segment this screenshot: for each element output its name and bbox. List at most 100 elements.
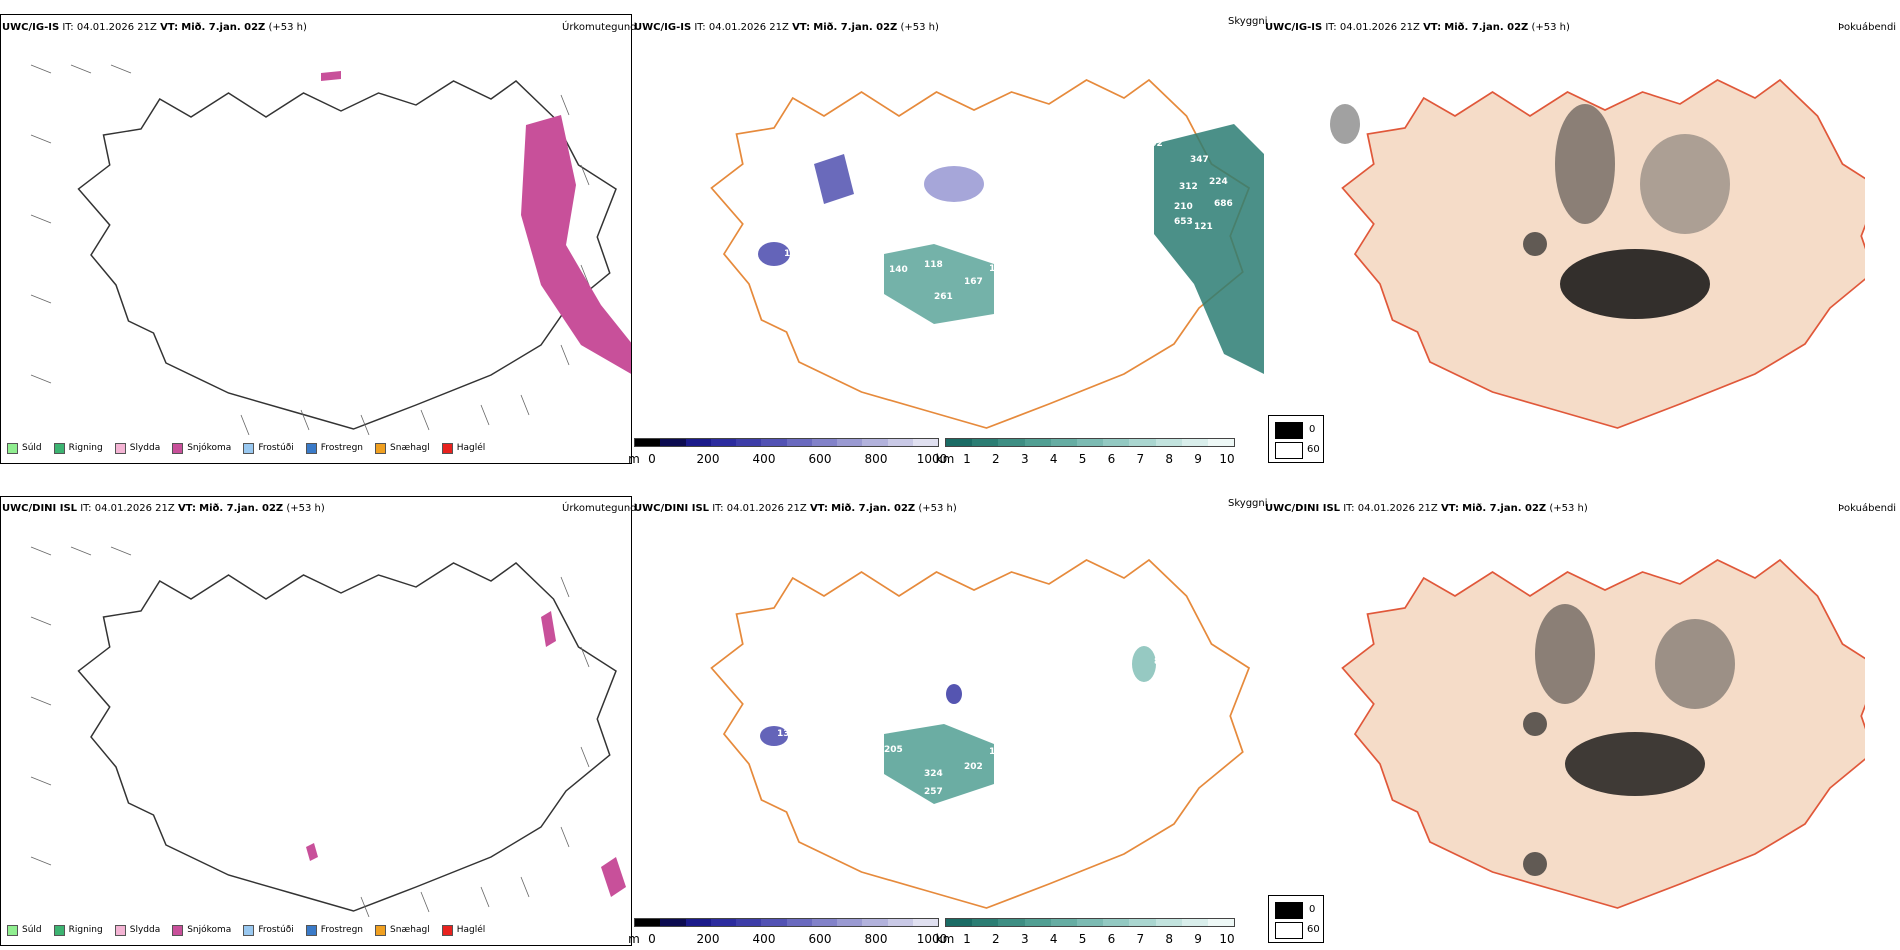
ceiling-value-label: 131 bbox=[989, 747, 1008, 757]
ceiling-value-label: 210 bbox=[1174, 202, 1193, 212]
colorbar-tick: 7 bbox=[1136, 452, 1145, 466]
legend-label: Frostregn bbox=[320, 443, 364, 453]
precip-legend-bottom: Súld Rigning Slydda Snjókoma Frostúði Frostre… bbox=[7, 922, 497, 938]
legend-swatch bbox=[114, 924, 126, 936]
colorbar-cell bbox=[1207, 439, 1235, 446]
ceiling-value-label: 17 bbox=[774, 875, 787, 885]
colorbar-cell bbox=[1076, 439, 1104, 446]
ceiling-value-label: 312 bbox=[1179, 182, 1198, 192]
ceiling-value-label: 17 bbox=[774, 387, 787, 397]
colorbar-tick: 6 bbox=[1107, 452, 1116, 466]
colorbar-cell bbox=[998, 919, 1025, 926]
colorbar-cell bbox=[1155, 919, 1182, 926]
title-visibility-top: Skyggni bbox=[1228, 16, 1268, 27]
ceiling-value-label: 324 bbox=[924, 769, 943, 779]
colorbar-tick: 1 bbox=[963, 932, 971, 946]
colorbar-cell bbox=[1129, 919, 1156, 926]
colorbar-cell bbox=[1181, 919, 1208, 926]
colorbar-cell bbox=[710, 919, 736, 926]
title-fog-bottom: Þokuábendi bbox=[1838, 503, 1897, 514]
legend-item: Rigning bbox=[53, 442, 103, 454]
legend-swatch bbox=[172, 924, 184, 936]
legend-item: Snjókoma bbox=[172, 442, 231, 454]
legend-label: Snæhagl bbox=[390, 443, 430, 453]
colorbar-cell bbox=[998, 439, 1025, 446]
legend-label: Frostúði bbox=[258, 925, 294, 935]
ceiling-colorbar-bottom: m 0 200 400 600 800 1000 bbox=[628, 918, 947, 948]
visibility-map-bottom: 132 205 324 257 202 131 836 17 bbox=[710, 559, 1250, 909]
legend-label: Snæhagl bbox=[390, 925, 430, 935]
precip-type-panel-top: Súld Rigning Slydda Snjókoma Frostúði Frostre… bbox=[0, 14, 632, 464]
legend-swatch bbox=[243, 442, 255, 454]
colorbar-tick: 8 bbox=[1165, 932, 1174, 946]
colorbar-cell bbox=[887, 919, 913, 926]
header-top-left: UWC/IG-IS IT: 04.01.2026 21Z VT: Mið. 7.… bbox=[2, 22, 307, 33]
legend-label: Haglél bbox=[456, 443, 486, 453]
ceiling-value-label: 257 bbox=[924, 787, 943, 797]
legend-item: Slydda bbox=[114, 924, 160, 936]
precip-legend: Súld Rigning Slydda Snjókoma Frostúði Frostre… bbox=[7, 440, 497, 456]
colorbar-tick: 3 bbox=[1020, 452, 1029, 466]
colorbar-cell bbox=[1129, 439, 1156, 446]
header-bottom-left: UWC/DINI ISL IT: 04.01.2026 21Z VT: Mið.… bbox=[2, 503, 325, 514]
colorbar-tick: 5 bbox=[1078, 932, 1087, 946]
precip-type-map bbox=[30, 64, 631, 435]
ceiling-colorbar-top: m 0 200 400 600 800 1000 bbox=[628, 438, 947, 468]
colorbar-tick: 800 bbox=[864, 452, 888, 466]
ceiling-value-label: 121 bbox=[1194, 222, 1213, 232]
ceiling-value-label: 118 bbox=[924, 260, 943, 270]
colorbar-tick: 10 bbox=[1219, 932, 1235, 946]
legend-item: Frostregn bbox=[305, 442, 364, 454]
title-fog-top: Þokuábendi bbox=[1838, 22, 1897, 33]
legend-swatch bbox=[441, 924, 453, 936]
colorbar-tick: 400 bbox=[752, 452, 776, 466]
header-top-middle: UWC/IG-IS IT: 04.01.2026 21Z VT: Mið. 7.… bbox=[634, 22, 939, 33]
legend-item: Haglél bbox=[441, 924, 485, 936]
legend-swatch bbox=[7, 442, 18, 454]
fog-map-top bbox=[1330, 79, 1865, 429]
fog-map-bottom bbox=[1341, 559, 1865, 909]
colorbar-cell bbox=[811, 439, 837, 446]
colorbar-tick: 400 bbox=[752, 932, 776, 946]
colorbar-cell bbox=[1103, 439, 1130, 446]
ceiling-value-label: 836 bbox=[1154, 657, 1173, 667]
legend-swatch bbox=[305, 442, 317, 454]
colorbar-tick: 200 bbox=[696, 452, 720, 466]
title-visibility-bottom: Skyggni bbox=[1228, 498, 1268, 509]
colorbar-cell bbox=[635, 439, 661, 446]
ceiling-value-label: 103 bbox=[784, 249, 803, 259]
header-bottom-middle: UWC/DINI ISL IT: 04.01.2026 21Z VT: Mið.… bbox=[634, 503, 957, 514]
colorbar-cell bbox=[786, 919, 812, 926]
colorbar-cell bbox=[1207, 919, 1235, 926]
legend-item: Frostúði bbox=[243, 924, 294, 936]
colorbar-tick: 4 bbox=[1049, 932, 1058, 946]
legend-item: Súld bbox=[7, 924, 42, 936]
colorbar-tick: 5 bbox=[1078, 452, 1087, 466]
colorbar-tick: 200 bbox=[696, 932, 720, 946]
colorbar-cell bbox=[972, 439, 999, 446]
colorbar-tick: 10 bbox=[1219, 452, 1235, 466]
ceiling-labels-top: 102 347 224 312 210 686 653 121 103 140 118 167 172 2… bbox=[774, 139, 1233, 397]
header-bottom-right: UWC/DINI ISL IT: 04.01.2026 21Z VT: Mið.… bbox=[1265, 503, 1588, 514]
ceiling-value-label: 224 bbox=[1209, 177, 1228, 187]
colorbar-cell bbox=[1076, 919, 1104, 926]
colorbar-unit: km bbox=[935, 932, 955, 946]
legend-item: Haglél bbox=[441, 442, 486, 454]
colorbar-cell bbox=[736, 439, 762, 446]
legend-swatch bbox=[53, 442, 65, 454]
legend-swatch bbox=[375, 924, 387, 936]
colorbar-tick: 600 bbox=[808, 452, 832, 466]
legend-swatch bbox=[114, 442, 126, 454]
legend-swatch bbox=[243, 924, 255, 936]
legend-swatch bbox=[441, 442, 453, 454]
title-precip-bottom: Úrkomutegund bbox=[562, 503, 637, 514]
ceiling-value-label: 140 bbox=[889, 265, 908, 275]
legend-item: Snæhagl bbox=[375, 924, 430, 936]
colorbar-tick: 4 bbox=[1049, 452, 1058, 466]
colorbar-cell bbox=[761, 919, 787, 926]
colorbar-cell bbox=[946, 919, 973, 926]
snow-area bbox=[521, 115, 631, 374]
legend-item: Rigning bbox=[53, 924, 103, 936]
legend-item: Snjókoma bbox=[172, 924, 231, 936]
colorbar-tick: 9 bbox=[1194, 452, 1202, 466]
